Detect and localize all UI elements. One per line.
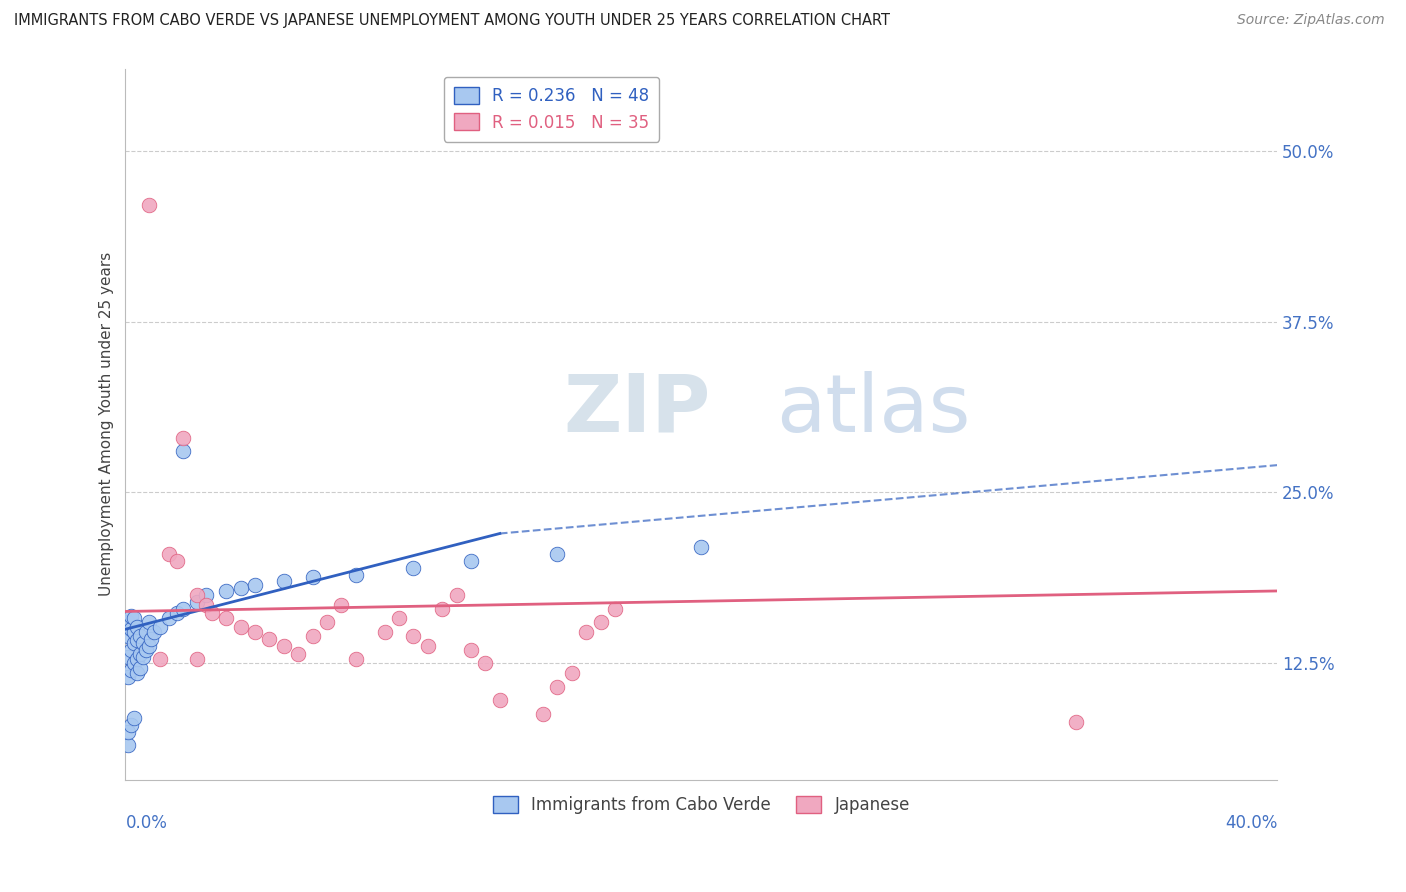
Point [166,606,188,620]
Text: IMMIGRANTS FROM CABO VERDE VS JAPANESE UNEMPLOYMENT AMONG YOUTH UNDER 25 YEARS C: IMMIGRANTS FROM CABO VERDE VS JAPANESE U… [14,13,890,29]
Point [125,665,148,680]
Point [186,595,208,609]
Point [229,619,252,633]
Point [186,588,208,602]
Point [460,554,482,568]
Point [149,652,172,666]
Point [128,660,150,674]
Text: ZIP: ZIP [564,371,710,449]
Point [243,624,266,639]
Point [259,632,281,646]
Point [195,598,218,612]
Point [301,570,323,584]
Point [488,693,510,707]
Point [215,611,238,625]
Point [143,624,166,639]
Point [117,724,139,739]
Point [122,624,145,639]
Point [603,601,626,615]
Point [120,608,142,623]
Point [132,636,155,650]
Point [243,578,266,592]
Point [172,601,194,615]
Point [157,611,180,625]
Point [432,601,454,615]
Point [117,670,139,684]
Point [117,629,139,643]
Point [388,611,411,625]
Point [132,649,155,664]
Point [561,665,583,680]
Y-axis label: Unemployment Among Youth under 25 years: Unemployment Among Youth under 25 years [100,252,114,596]
Point [138,639,160,653]
Point [402,629,425,643]
Point [460,642,482,657]
Point [138,615,160,630]
Point [690,540,713,554]
Point [128,629,150,643]
Point [546,680,568,694]
Point [229,581,252,595]
Point [186,652,208,666]
Point [344,567,367,582]
Point [125,619,148,633]
Point [141,632,163,646]
Point [157,547,180,561]
Point [172,431,194,445]
Text: atlas: atlas [776,371,970,449]
Text: Source: ZipAtlas.com: Source: ZipAtlas.com [1237,13,1385,28]
Point [287,647,309,661]
Point [1064,715,1087,730]
Point [122,611,145,625]
Point [128,647,150,661]
Point [138,198,160,212]
Point [374,624,396,639]
Point [215,583,238,598]
Point [575,624,598,639]
Point [172,444,194,458]
Point [120,718,142,732]
Point [120,642,142,657]
Point [402,560,425,574]
Point [195,588,218,602]
Point [117,615,139,630]
Point [589,615,612,630]
Point [135,624,157,639]
Point [117,739,139,753]
Point [201,606,224,620]
Point [135,642,157,657]
Point [122,711,145,725]
Point [546,547,568,561]
Point [446,588,468,602]
Point [273,574,295,589]
Legend: Immigrants from Cabo Verde, Japanese: Immigrants from Cabo Verde, Japanese [486,789,917,822]
Point [301,629,323,643]
Point [122,636,145,650]
Point [273,639,295,653]
Point [416,639,439,653]
Point [117,649,139,664]
Point [474,657,496,671]
Point [125,652,148,666]
Point [120,622,142,636]
Point [316,615,339,630]
Point [531,706,554,721]
Point [125,633,148,648]
Point [122,657,145,671]
Point [149,619,172,633]
Text: 40.0%: 40.0% [1225,814,1277,832]
Point [344,652,367,666]
Point [166,554,188,568]
Point [330,598,353,612]
Point [120,663,142,677]
Text: 0.0%: 0.0% [125,814,167,832]
